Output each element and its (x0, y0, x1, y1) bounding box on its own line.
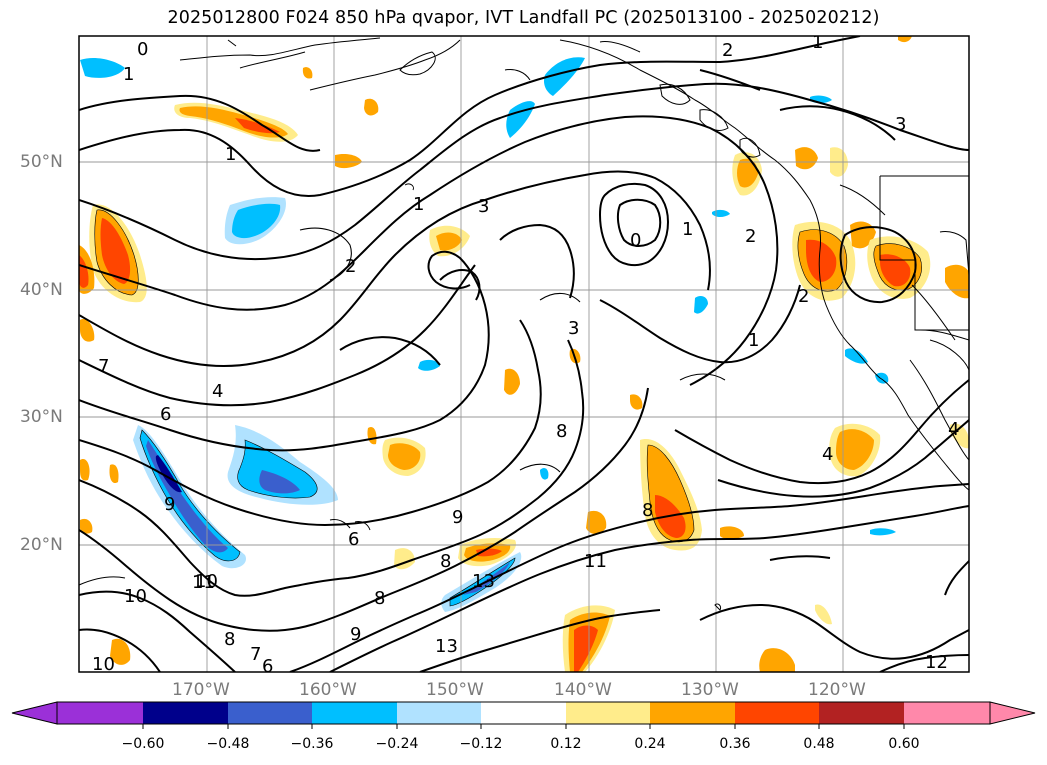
contour-label: 4 (822, 444, 833, 465)
contour-label: 4 (212, 381, 223, 402)
contour-label: 6 (160, 404, 171, 425)
contour-label: 0 (137, 39, 148, 60)
colorbar-tick-label: −0.48 (206, 736, 250, 752)
contour-label: 6 (348, 529, 359, 550)
colorbar-tick-label: 0.24 (634, 736, 666, 752)
contour-label: 13 (435, 636, 458, 657)
longitude-label: 120°W (808, 680, 866, 700)
contour-label: 2 (345, 256, 356, 277)
contour-label: 9 (452, 507, 463, 528)
colorbar-segment-extend-high (989, 701, 1036, 725)
contour-label: 6 (262, 656, 273, 677)
contour-label: 7 (250, 644, 261, 665)
colorbar-segment (143, 702, 228, 724)
colorbar-segment (312, 702, 397, 724)
contour-label: 0 (630, 230, 641, 251)
latitude-label: 30°N (20, 407, 63, 427)
contour-label: 4 (948, 419, 959, 440)
contour-label: 8 (374, 588, 385, 609)
gridlines (79, 36, 969, 672)
colorbar-segment (57, 702, 143, 724)
colorbar-segment (650, 702, 735, 724)
contour-label: 10 (92, 654, 115, 675)
positive-anomaly-shading (79, 36, 969, 672)
contour-label: 8 (556, 421, 567, 442)
longitude-label: 140°W (554, 680, 612, 700)
longitude-label: 130°W (681, 680, 739, 700)
contour-lines (79, 36, 969, 672)
contour-label: 10 (124, 586, 147, 607)
contour-label: 11 (584, 551, 607, 572)
map-frame (78, 35, 970, 673)
map-layers: 0 1 2 3 4 6 7 8 9 10 11 12 13 6 1 1 1 2 … (79, 32, 969, 677)
latitude-label: 20°N (20, 535, 63, 555)
contour-label: 12 (925, 652, 948, 673)
map-title: 2025012800 F024 850 hPa qvapor, IVT Land… (167, 8, 880, 28)
colorbar-tick-label: −0.36 (290, 736, 334, 752)
colorbar-segment (481, 702, 566, 724)
contour-label: 3 (895, 114, 906, 135)
contour-label: 3 (478, 196, 489, 217)
contour-label: 10 (195, 571, 218, 592)
contour-label: 8 (440, 551, 451, 572)
contour-label: 1 (748, 330, 759, 351)
contour-labels: 0 1 2 3 4 6 7 8 9 10 11 12 13 6 1 1 1 2 … (92, 32, 959, 677)
colorbar-frame (56, 701, 991, 725)
colorbar-tick-label: −0.24 (375, 736, 419, 752)
colorbar-segment (904, 702, 990, 724)
colorbar-segment (228, 702, 312, 724)
colorbar-tick-label: −0.12 (459, 736, 503, 752)
colorbar-segment (819, 702, 904, 724)
contour-label: 13 (472, 571, 495, 592)
longitude-label: 150°W (426, 680, 484, 700)
colorbar-tick-label: 0.12 (550, 736, 582, 752)
latitude-label: 40°N (20, 280, 63, 300)
contour-label: 9 (350, 624, 361, 645)
colorbar-tick-label: 0.60 (888, 736, 920, 752)
contour-label: 8 (224, 629, 235, 650)
contour-label: 1 (413, 194, 424, 215)
colorbar-tick-label: −0.60 (121, 736, 165, 752)
contour-label: 2 (722, 40, 733, 61)
contour-label: 1 (682, 219, 693, 240)
colorbar-tick-label: 0.48 (803, 736, 835, 752)
contour-label: 1 (123, 64, 134, 85)
contour-label: 9 (164, 494, 175, 515)
contour-label: 2 (798, 286, 809, 307)
contour-label: 7 (98, 356, 109, 377)
contour-label: 1 (225, 144, 236, 165)
contour-label: 8 (642, 500, 653, 521)
colorbar-tick-label: 0.36 (719, 736, 751, 752)
longitude-label: 170°W (172, 680, 230, 700)
contour-label: 3 (568, 318, 579, 339)
colorbar-segment (735, 702, 819, 724)
contour-label: 2 (745, 226, 756, 247)
colorbar-segment-extend-low (11, 701, 58, 725)
longitude-label: 160°W (299, 680, 357, 700)
colorbar-segment (566, 702, 650, 724)
colorbar-segment (397, 702, 481, 724)
latitude-label: 50°N (20, 152, 63, 172)
contour-label: 1 (812, 32, 823, 53)
colorbar-ticks (142, 724, 905, 729)
contour-label: 11 (192, 572, 215, 593)
colorbar (11, 701, 1036, 729)
contour-lines-thin (79, 227, 726, 586)
